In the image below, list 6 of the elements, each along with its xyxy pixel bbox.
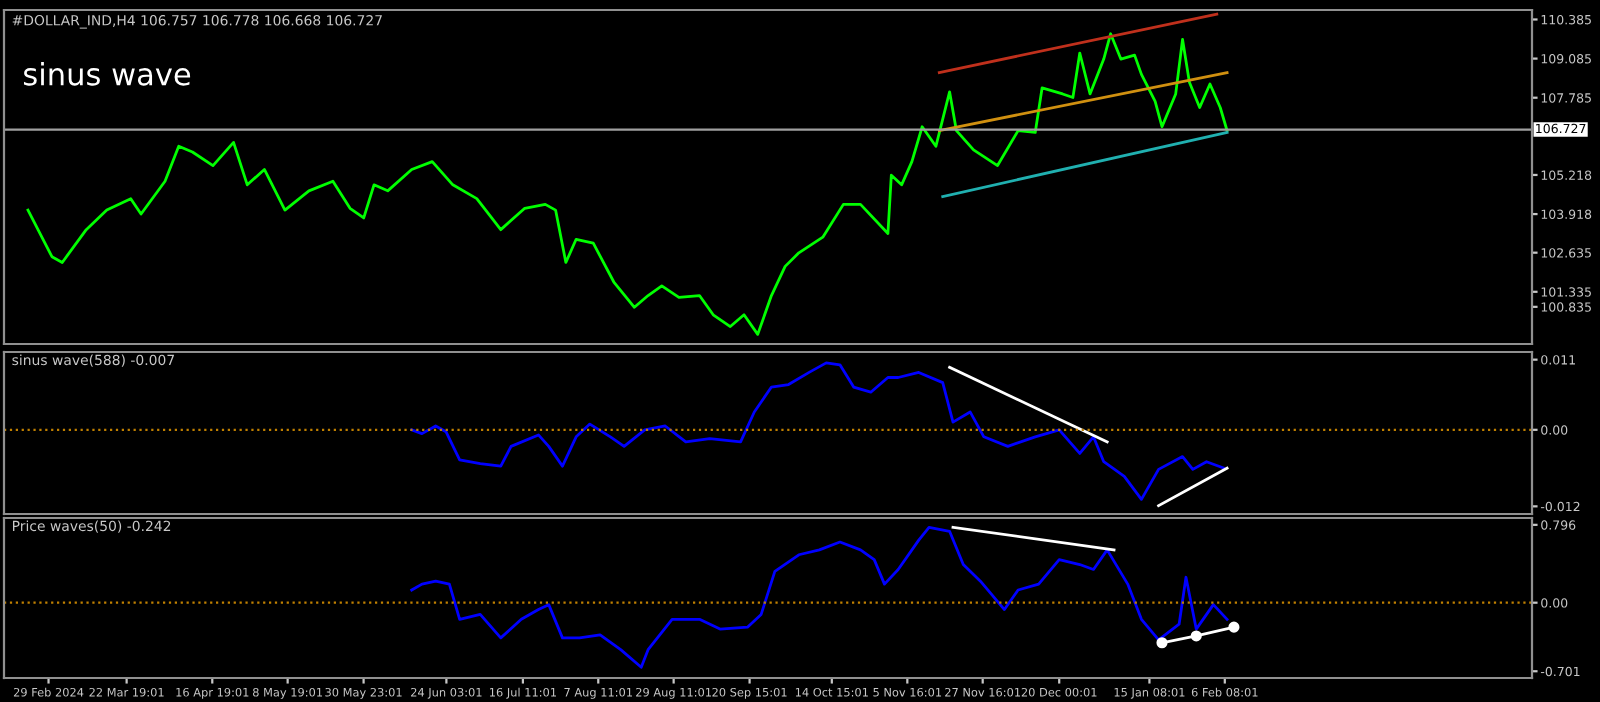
point (1228, 621, 1240, 633)
annotation: sinus wave (23, 62, 191, 86)
line-series (26, 32, 1229, 336)
point (1156, 637, 1168, 649)
point (1190, 630, 1202, 642)
line-series (410, 361, 1226, 501)
